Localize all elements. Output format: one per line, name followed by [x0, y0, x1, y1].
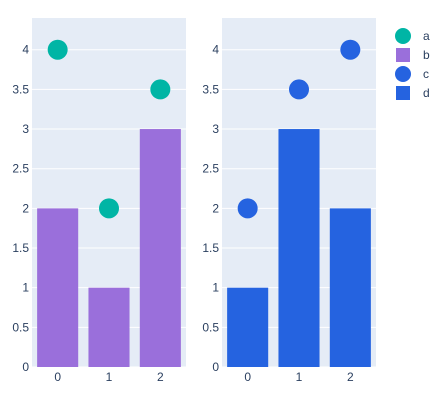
x-tick-label: 1 — [106, 370, 113, 384]
bar-d — [329, 208, 371, 367]
y-tick-label: 3.5 — [202, 82, 219, 96]
marker-a — [47, 39, 68, 60]
y-tick-label: 1.5 — [202, 241, 219, 255]
marker-c — [289, 79, 309, 100]
legend-item-a[interactable]: a — [395, 28, 430, 44]
y-tick-label: 0.5 — [12, 320, 29, 334]
x-tick-label: 1 — [296, 370, 303, 384]
legend-label: c — [423, 67, 429, 81]
x-tick-label: 2 — [157, 370, 164, 384]
y-tick-label: 3.5 — [12, 82, 29, 96]
legend-label: d — [423, 86, 430, 100]
legend-circle-icon — [395, 28, 411, 44]
bar-b — [88, 287, 130, 367]
marker-c — [340, 39, 361, 60]
y-tick-label: 3 — [22, 122, 29, 136]
subplot-2: 0 0.5 1 1.5 2 2.5 3 3.5 4 0 1 2 — [202, 18, 376, 384]
y-tick-label: 2.5 — [202, 162, 219, 176]
y-tick-label: 2 — [212, 201, 219, 215]
marker-c — [237, 198, 258, 219]
marker-a — [99, 198, 119, 219]
y-tick-label: 0.5 — [202, 320, 219, 334]
marker-a — [150, 79, 171, 100]
legend-item-b[interactable]: b — [396, 48, 430, 62]
y-tick-label: 4 — [22, 43, 29, 57]
subplot-1: 0 0.5 1 1.5 2 2.5 3 3.5 4 0 1 2 — [12, 18, 186, 384]
y-tick-label: 1 — [22, 281, 29, 295]
legend-square-icon — [396, 48, 410, 62]
y-tick-label: 3 — [212, 122, 219, 136]
y-tick-label: 2.5 — [12, 162, 29, 176]
y-tick-label: 4 — [212, 43, 219, 57]
legend-label: b — [423, 48, 430, 62]
bar-b — [37, 208, 79, 367]
legend-item-c[interactable]: c — [395, 66, 429, 82]
x-tick-label: 0 — [244, 370, 251, 384]
bar-b — [139, 129, 181, 367]
legend-label: a — [423, 29, 430, 43]
legend-circle-icon — [395, 66, 411, 82]
bar-d — [278, 129, 320, 367]
bar-d — [227, 287, 269, 367]
x-tick-label: 0 — [54, 370, 61, 384]
y-tick-label: 0 — [212, 360, 219, 374]
y-tick-label: 0 — [22, 360, 29, 374]
x-tick-label: 2 — [347, 370, 354, 384]
legend-item-d[interactable]: d — [396, 86, 430, 100]
legend-square-icon — [396, 86, 410, 100]
y-tick-label: 1 — [212, 281, 219, 295]
y-tick-label: 1.5 — [12, 241, 29, 255]
y-tick-label: 2 — [22, 201, 29, 215]
